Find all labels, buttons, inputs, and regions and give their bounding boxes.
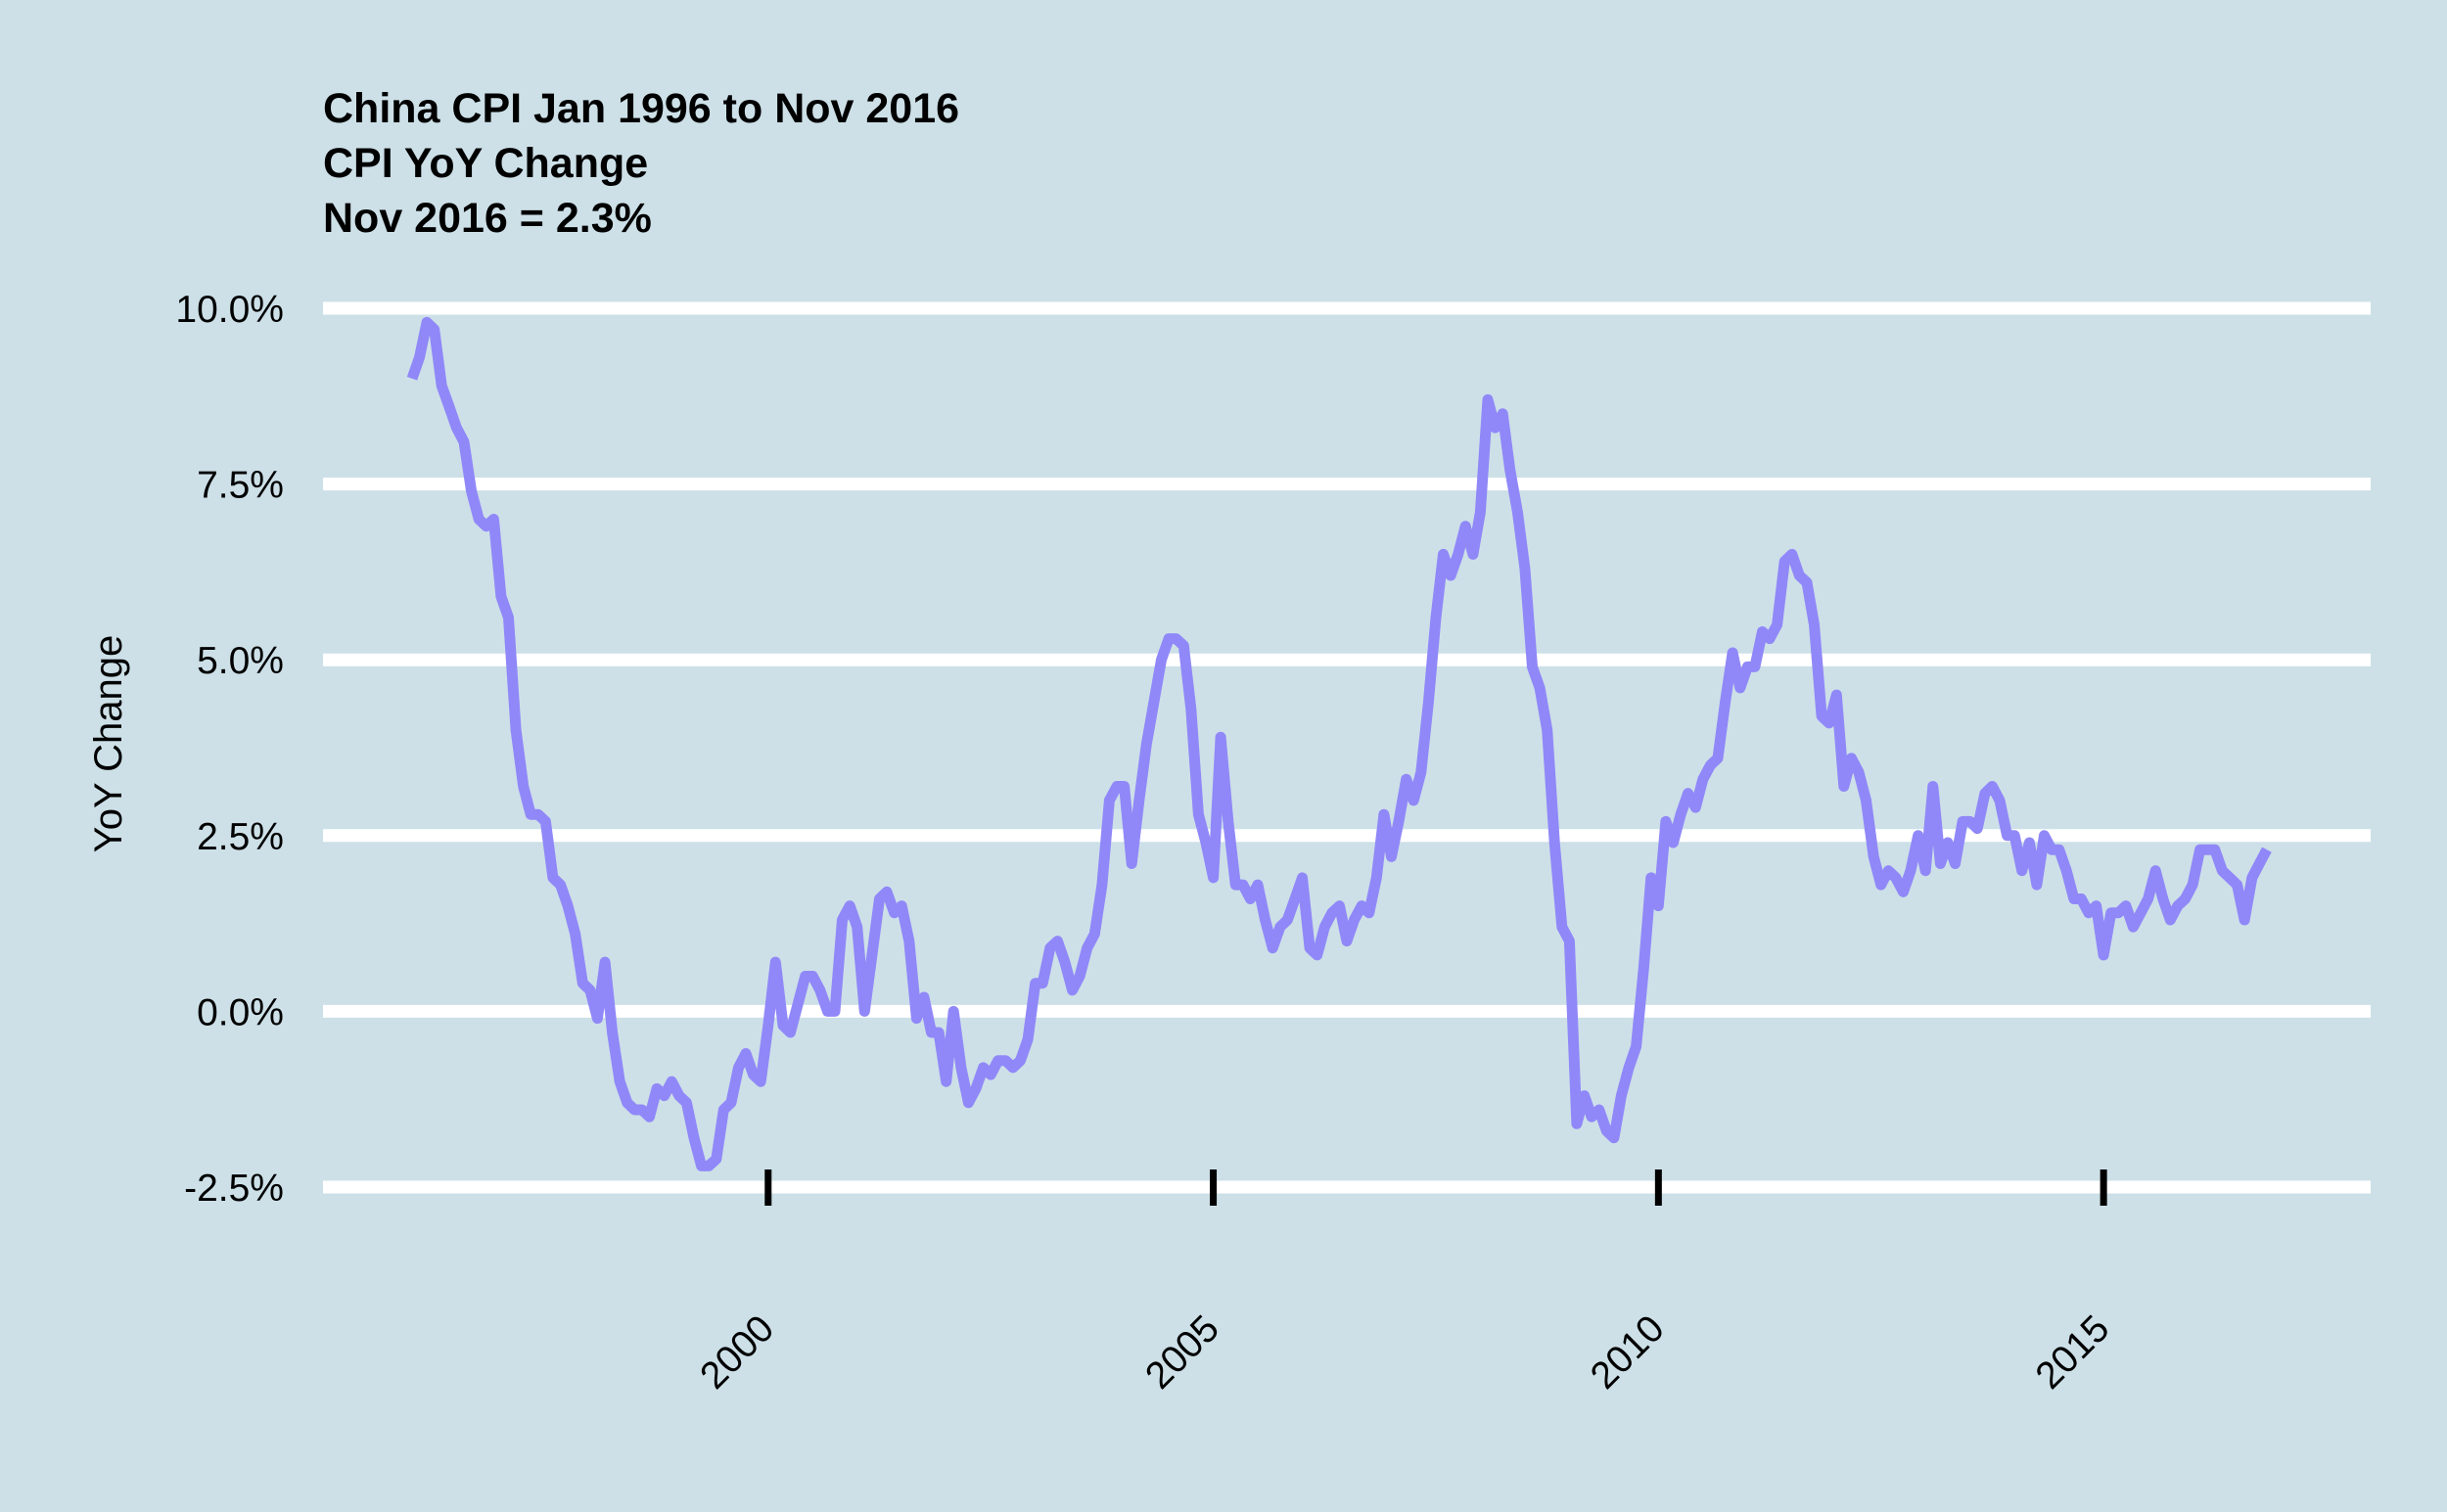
y-tick-label-0: 10.0% <box>175 289 284 331</box>
series-line-0 <box>406 316 2272 1171</box>
y-tick-label-3: 2.5% <box>197 816 284 858</box>
y-tick-label-layer: 10.0% 7.5% 5.0% 2.5% 0.0% -2.5% <box>175 289 284 1210</box>
y-tick-label-5: -2.5% <box>184 1168 284 1210</box>
chart-title-line-3: Nov 2016 = 2.3% <box>323 195 652 242</box>
grid-layer <box>323 301 2371 1194</box>
y-tick-label-4: 0.0% <box>197 991 284 1033</box>
x-tick-layer <box>764 1169 2107 1206</box>
series-layer <box>406 316 2272 1171</box>
chart-title-line-1: China CPI Jan 1996 to Nov 2016 <box>323 85 959 132</box>
chart-title-line-2: CPI YoY Change <box>323 140 648 187</box>
y-tick-label-1: 7.5% <box>197 465 284 507</box>
y-tick-label-2: 5.0% <box>197 640 284 682</box>
y-axis-title: YoY Change <box>87 635 130 852</box>
